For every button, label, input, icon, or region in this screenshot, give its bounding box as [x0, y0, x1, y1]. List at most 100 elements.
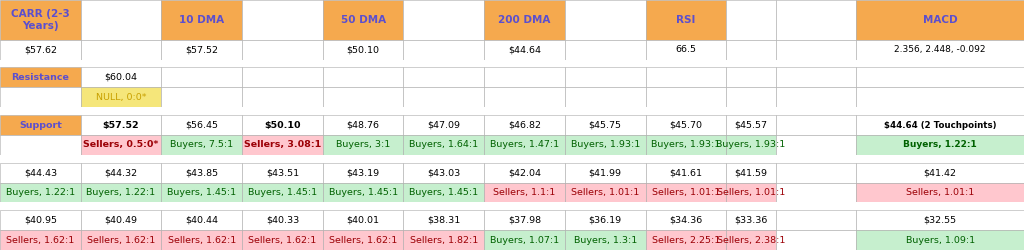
- Bar: [242, 40, 323, 60]
- Bar: [323, 210, 403, 230]
- Bar: [776, 60, 856, 68]
- Bar: [403, 202, 484, 210]
- Bar: [81, 0, 162, 40]
- Bar: [0, 87, 81, 107]
- Bar: [726, 40, 776, 60]
- Bar: [856, 155, 1024, 163]
- Bar: [645, 163, 726, 182]
- Text: $60.04: $60.04: [104, 73, 137, 82]
- Bar: [645, 202, 726, 210]
- Bar: [726, 202, 776, 210]
- Bar: [0, 155, 81, 163]
- Bar: [565, 210, 645, 230]
- Bar: [484, 163, 565, 182]
- Bar: [776, 163, 856, 182]
- Bar: [645, 115, 726, 135]
- Bar: [242, 60, 323, 68]
- Bar: [484, 135, 565, 155]
- Bar: [323, 0, 403, 40]
- Bar: [323, 163, 403, 182]
- Bar: [856, 115, 1024, 135]
- Bar: [403, 230, 484, 250]
- Bar: [242, 163, 323, 182]
- Bar: [726, 230, 776, 250]
- Text: $41.61: $41.61: [670, 168, 702, 177]
- Text: $40.95: $40.95: [24, 216, 57, 225]
- Bar: [323, 107, 403, 115]
- Bar: [162, 210, 242, 230]
- Text: Sellers, 1.62:1: Sellers, 1.62:1: [168, 236, 236, 244]
- Bar: [0, 60, 81, 68]
- Text: 50 DMA: 50 DMA: [341, 15, 386, 25]
- Bar: [776, 115, 856, 135]
- Bar: [856, 40, 1024, 60]
- Bar: [81, 87, 162, 107]
- Bar: [726, 182, 776, 203]
- Text: Sellers, 1.01:1: Sellers, 1.01:1: [571, 188, 639, 197]
- Bar: [81, 163, 162, 182]
- Bar: [565, 115, 645, 135]
- Bar: [0, 210, 81, 230]
- Text: Buyers, 1.3:1: Buyers, 1.3:1: [573, 236, 637, 244]
- Text: 200 DMA: 200 DMA: [499, 15, 551, 25]
- Text: Buyers, 1.09:1: Buyers, 1.09:1: [905, 236, 975, 244]
- Bar: [726, 87, 776, 107]
- Bar: [726, 60, 776, 68]
- Bar: [726, 155, 776, 163]
- Text: $45.75: $45.75: [589, 120, 622, 130]
- Bar: [0, 202, 81, 210]
- Text: Sellers, 0.5:0*: Sellers, 0.5:0*: [83, 140, 159, 149]
- Bar: [162, 40, 242, 60]
- Text: 2.356, 2.448, -0.092: 2.356, 2.448, -0.092: [895, 45, 986, 54]
- Text: 66.5: 66.5: [676, 45, 696, 54]
- Bar: [162, 60, 242, 68]
- Bar: [726, 210, 776, 230]
- Text: $45.70: $45.70: [670, 120, 702, 130]
- Bar: [0, 107, 81, 115]
- Text: $57.52: $57.52: [102, 120, 139, 130]
- Bar: [323, 135, 403, 155]
- Text: Sellers, 1.01:1: Sellers, 1.01:1: [906, 188, 975, 197]
- Text: $40.33: $40.33: [266, 216, 299, 225]
- Text: $50.10: $50.10: [346, 45, 380, 54]
- Bar: [162, 0, 242, 40]
- Bar: [0, 182, 81, 203]
- Text: Buyers, 1.47:1: Buyers, 1.47:1: [489, 140, 559, 149]
- Bar: [565, 87, 645, 107]
- Bar: [776, 0, 856, 40]
- Bar: [81, 155, 162, 163]
- Bar: [242, 68, 323, 87]
- Text: Resistance: Resistance: [11, 73, 70, 82]
- Bar: [856, 0, 1024, 40]
- Bar: [565, 230, 645, 250]
- Bar: [645, 40, 726, 60]
- Text: $56.45: $56.45: [185, 120, 218, 130]
- Bar: [856, 163, 1024, 182]
- Bar: [81, 60, 162, 68]
- Text: Sellers, 1.62:1: Sellers, 1.62:1: [248, 236, 316, 244]
- Bar: [484, 155, 565, 163]
- Bar: [645, 87, 726, 107]
- Text: Buyers, 1.93:1: Buyers, 1.93:1: [717, 140, 785, 149]
- Bar: [81, 230, 162, 250]
- Bar: [162, 68, 242, 87]
- Bar: [242, 210, 323, 230]
- Bar: [645, 155, 726, 163]
- Bar: [856, 68, 1024, 87]
- Bar: [645, 107, 726, 115]
- Text: Sellers, 1.1:1: Sellers, 1.1:1: [494, 188, 556, 197]
- Bar: [323, 230, 403, 250]
- Bar: [856, 202, 1024, 210]
- Bar: [81, 135, 162, 155]
- Bar: [323, 202, 403, 210]
- Text: $41.59: $41.59: [734, 168, 768, 177]
- Text: $38.31: $38.31: [427, 216, 461, 225]
- Bar: [565, 68, 645, 87]
- Bar: [0, 135, 81, 155]
- Text: $43.03: $43.03: [427, 168, 461, 177]
- Text: Buyers, 1.22:1: Buyers, 1.22:1: [86, 188, 156, 197]
- Text: $42.04: $42.04: [508, 168, 541, 177]
- Bar: [565, 163, 645, 182]
- Text: Sellers, 1.01:1: Sellers, 1.01:1: [717, 188, 785, 197]
- Text: Buyers, 1.22:1: Buyers, 1.22:1: [903, 140, 977, 149]
